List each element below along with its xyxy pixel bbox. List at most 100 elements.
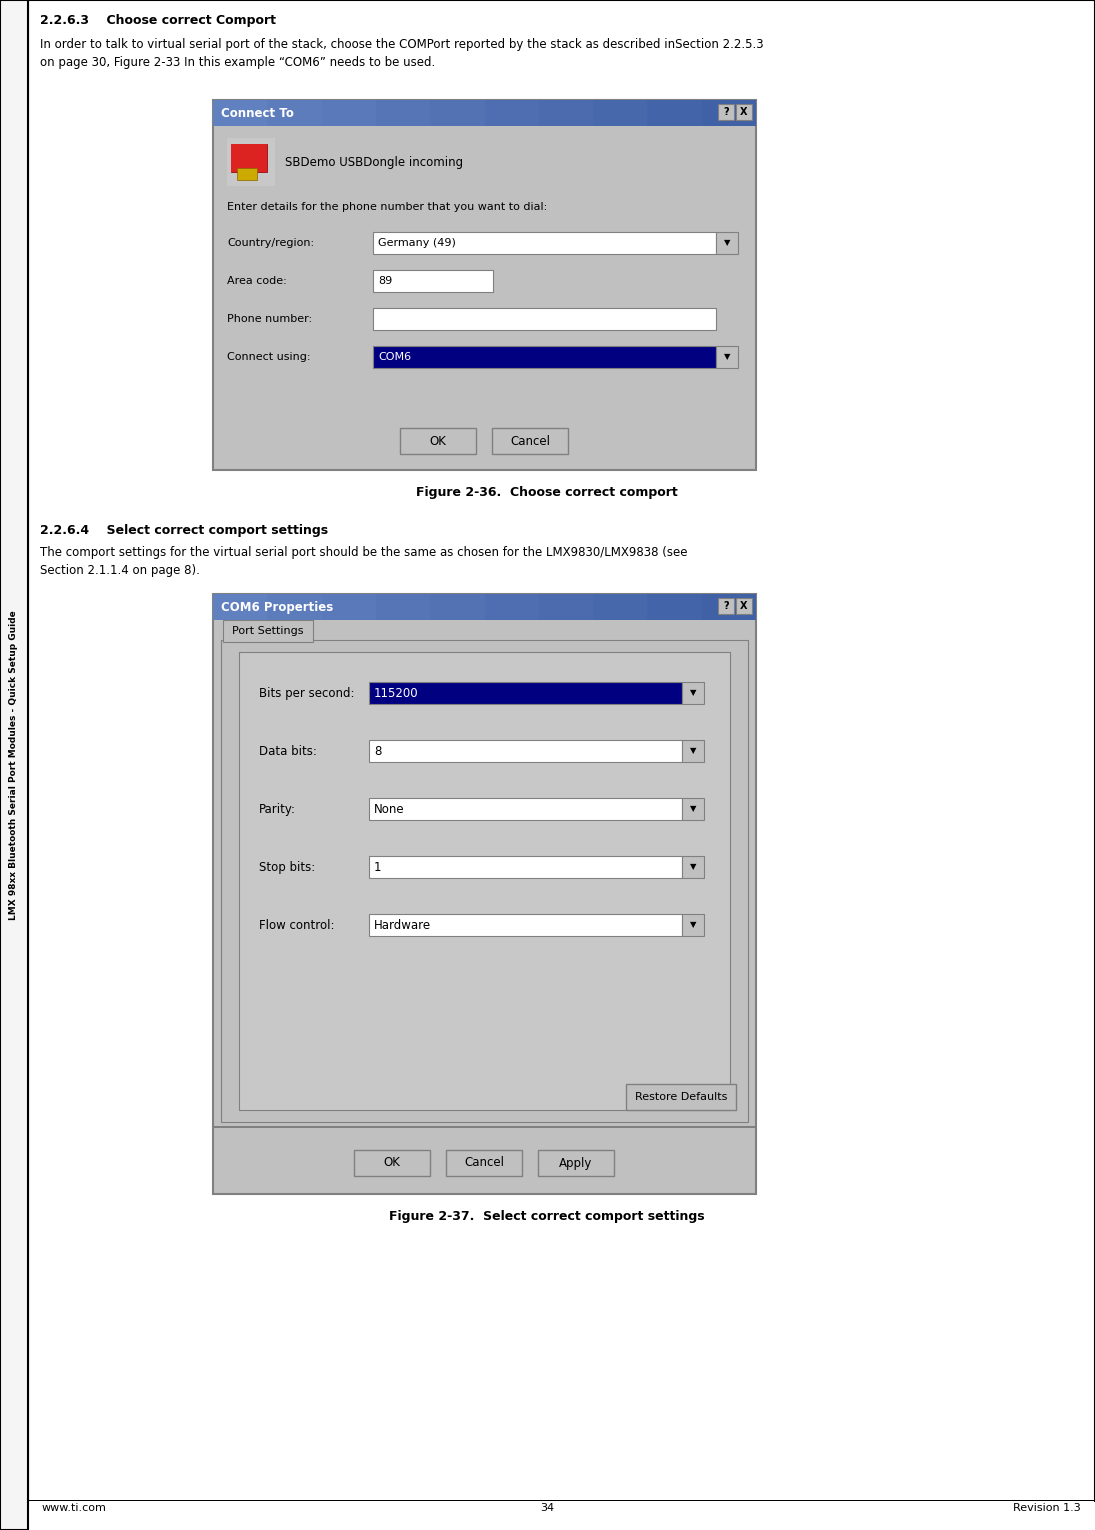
Text: ?: ? bbox=[723, 601, 729, 610]
Text: Stop bits:: Stop bits: bbox=[260, 860, 315, 874]
Text: 89: 89 bbox=[378, 275, 392, 286]
Text: X: X bbox=[740, 107, 748, 116]
Text: 34: 34 bbox=[540, 1502, 554, 1513]
Text: Apply: Apply bbox=[560, 1157, 592, 1169]
Bar bbox=[376, 594, 430, 620]
Bar bbox=[239, 652, 730, 1109]
Text: Bits per second:: Bits per second: bbox=[260, 687, 355, 699]
Bar bbox=[214, 594, 267, 620]
Text: Country/region:: Country/region: bbox=[227, 239, 314, 248]
Text: ▼: ▼ bbox=[690, 688, 696, 698]
Text: None: None bbox=[374, 803, 405, 815]
Bar bbox=[430, 99, 484, 125]
Text: OK: OK bbox=[429, 435, 447, 447]
Bar bbox=[214, 99, 267, 125]
Text: The comport settings for the virtual serial port should be the same as chosen fo: The comport settings for the virtual ser… bbox=[41, 546, 688, 558]
Bar bbox=[28, 1502, 1095, 1530]
Bar bbox=[267, 99, 322, 125]
Text: Hardware: Hardware bbox=[374, 918, 431, 932]
Bar bbox=[223, 620, 313, 643]
Bar bbox=[369, 741, 682, 762]
Bar bbox=[231, 144, 267, 171]
Text: Parity:: Parity: bbox=[260, 803, 296, 815]
Bar bbox=[736, 104, 752, 119]
Text: Phone number:: Phone number: bbox=[227, 314, 312, 324]
Text: ▼: ▼ bbox=[724, 239, 730, 248]
Text: 1: 1 bbox=[374, 860, 381, 874]
Bar bbox=[716, 233, 738, 254]
Text: Connect using:: Connect using: bbox=[227, 352, 311, 363]
Text: www.ti.com: www.ti.com bbox=[42, 1502, 107, 1513]
Text: Section 2.1.1.4 on page 8).: Section 2.1.1.4 on page 8). bbox=[41, 565, 200, 577]
Bar bbox=[267, 594, 322, 620]
Bar bbox=[702, 99, 756, 125]
Bar bbox=[369, 682, 682, 704]
Text: 115200: 115200 bbox=[374, 687, 418, 699]
Bar bbox=[718, 598, 734, 614]
Bar bbox=[647, 99, 702, 125]
Bar bbox=[237, 168, 257, 181]
Bar bbox=[227, 138, 275, 187]
Bar bbox=[736, 598, 752, 614]
Text: Figure 2-37.  Select correct comport settings: Figure 2-37. Select correct comport sett… bbox=[389, 1210, 705, 1222]
Bar bbox=[682, 741, 704, 762]
Bar bbox=[369, 799, 682, 820]
Bar bbox=[430, 594, 484, 620]
Bar bbox=[369, 913, 682, 936]
Bar bbox=[214, 594, 756, 1193]
Bar bbox=[682, 913, 704, 936]
Bar bbox=[718, 104, 734, 119]
Text: Flow control:: Flow control: bbox=[260, 918, 334, 932]
Bar bbox=[484, 99, 539, 125]
Bar bbox=[492, 428, 568, 454]
Bar bbox=[647, 594, 702, 620]
Text: ▼: ▼ bbox=[690, 863, 696, 872]
Text: LMX 98xx Bluetooth Serial Port Modules - Quick Setup Guide: LMX 98xx Bluetooth Serial Port Modules -… bbox=[10, 610, 19, 920]
Text: Cancel: Cancel bbox=[510, 435, 550, 447]
Text: ▼: ▼ bbox=[690, 805, 696, 814]
Text: Connect To: Connect To bbox=[221, 107, 293, 119]
Text: COM6 Properties: COM6 Properties bbox=[221, 600, 333, 614]
Bar bbox=[626, 1083, 736, 1109]
Bar bbox=[376, 99, 430, 125]
Bar bbox=[214, 1126, 754, 1128]
Text: SBDemo USBDongle incoming: SBDemo USBDongle incoming bbox=[285, 156, 463, 168]
Bar bbox=[214, 99, 756, 470]
Bar bbox=[322, 594, 376, 620]
Text: 8: 8 bbox=[374, 745, 381, 757]
Text: Figure 2-36.  Choose correct comport: Figure 2-36. Choose correct comport bbox=[416, 487, 678, 499]
Text: X: X bbox=[740, 601, 748, 610]
Bar bbox=[538, 1151, 614, 1177]
Text: COM6: COM6 bbox=[378, 352, 411, 363]
Bar bbox=[322, 99, 376, 125]
Bar bbox=[373, 308, 716, 330]
Bar bbox=[373, 269, 493, 292]
Bar bbox=[682, 799, 704, 820]
Bar bbox=[682, 855, 704, 878]
Text: Germany (49): Germany (49) bbox=[378, 239, 456, 248]
Text: Restore Defaults: Restore Defaults bbox=[635, 1092, 727, 1102]
Bar bbox=[682, 682, 704, 704]
Bar bbox=[231, 144, 267, 171]
Bar bbox=[221, 640, 748, 1121]
Bar bbox=[373, 233, 716, 254]
Text: 2.2.6.3    Choose correct Comport: 2.2.6.3 Choose correct Comport bbox=[41, 14, 276, 28]
Text: ▼: ▼ bbox=[724, 352, 730, 361]
Bar bbox=[400, 428, 476, 454]
Text: Revision 1.3: Revision 1.3 bbox=[1013, 1502, 1081, 1513]
Bar bbox=[539, 99, 593, 125]
Bar bbox=[369, 855, 682, 878]
Text: ▼: ▼ bbox=[690, 747, 696, 756]
Text: on page 30, Figure 2-33 In this example “COM6” needs to be used.: on page 30, Figure 2-33 In this example … bbox=[41, 57, 435, 69]
Bar bbox=[593, 99, 647, 125]
Text: 2.2.6.4    Select correct comport settings: 2.2.6.4 Select correct comport settings bbox=[41, 523, 328, 537]
Bar bbox=[539, 594, 593, 620]
Bar bbox=[0, 0, 28, 1530]
Text: OK: OK bbox=[383, 1157, 401, 1169]
Bar bbox=[354, 1151, 430, 1177]
Bar bbox=[702, 594, 756, 620]
Text: ▼: ▼ bbox=[690, 921, 696, 930]
Text: In order to talk to virtual serial port of the stack, choose the COMPort reporte: In order to talk to virtual serial port … bbox=[41, 38, 763, 50]
Text: Enter details for the phone number that you want to dial:: Enter details for the phone number that … bbox=[227, 202, 548, 213]
Bar bbox=[484, 594, 539, 620]
